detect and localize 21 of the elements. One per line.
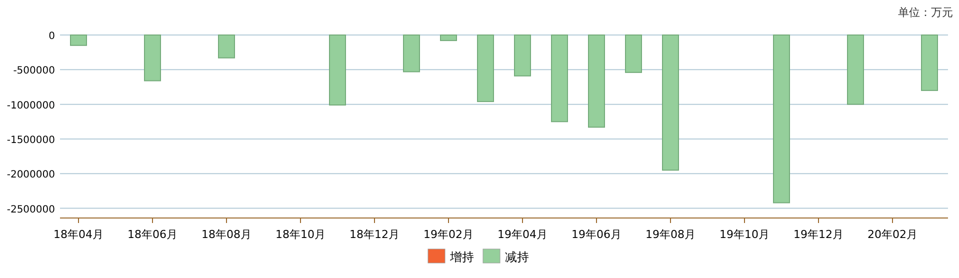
x-tick-label: 18年10月 (276, 228, 326, 241)
y-tick-label: -2000000 (6, 170, 55, 181)
y-tick-label: 0 (48, 31, 55, 42)
x-tick-label: 18年04月 (54, 228, 104, 241)
x-tick-label: 19年08月 (646, 228, 696, 241)
y-tick-label: -500000 (13, 66, 55, 77)
text: 单位：万元 (898, 6, 953, 19)
x-tick-label: 20年02月 (868, 228, 918, 241)
x-tick-label: 19年10月 (720, 228, 770, 241)
y-tick-label: -1500000 (6, 134, 55, 146)
x-tick-label: 18年08月 (202, 228, 252, 241)
x-tick-label: 19年12月 (794, 228, 844, 241)
x-tick-label: 19年04月 (498, 228, 548, 241)
x-tick-label: 18年12月 (350, 228, 400, 241)
y-tick-label: -2500000 (6, 204, 55, 216)
x-tick-label: 19年02月 (424, 228, 474, 241)
legend-label: 增持 (449, 250, 474, 264)
x-tick-label: 18年06月 (128, 228, 178, 241)
y-tick-label: -1000000 (6, 100, 55, 112)
x-tick-label: 19年06月 (572, 228, 622, 241)
legend-label: 减持 (505, 250, 529, 264)
